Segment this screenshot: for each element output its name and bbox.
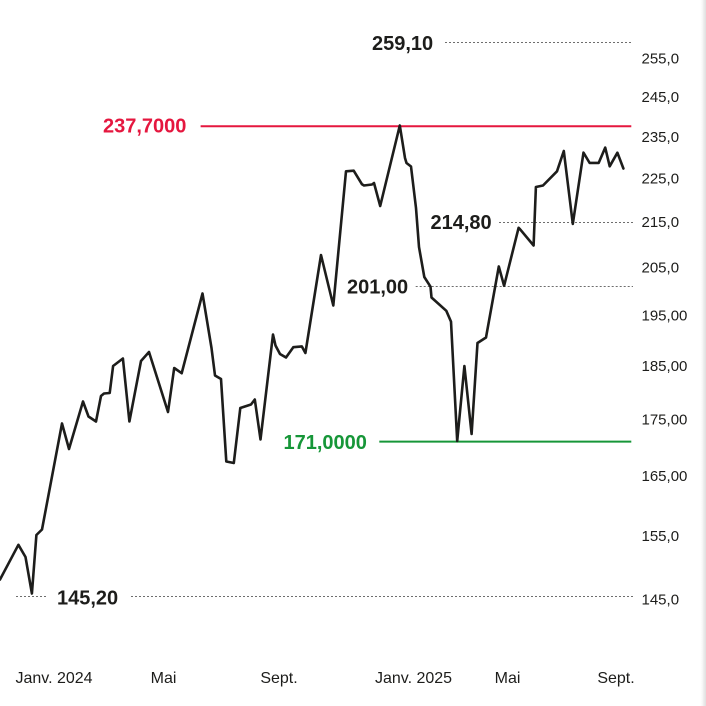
svg-text:205,0: 205,0 <box>642 260 680 277</box>
svg-text:Mai: Mai <box>151 670 177 687</box>
svg-text:145,20: 145,20 <box>57 588 118 610</box>
svg-text:Janv. 2024: Janv. 2024 <box>15 670 92 687</box>
svg-text:255,0: 255,0 <box>642 51 680 68</box>
svg-text:Janv. 2025: Janv. 2025 <box>375 670 452 687</box>
svg-text:175,00: 175,00 <box>642 411 688 428</box>
svg-text:155,0: 155,0 <box>642 528 680 545</box>
svg-text:215,0: 215,0 <box>642 214 680 231</box>
svg-text:Sept.: Sept. <box>260 670 297 687</box>
svg-text:185,00: 185,00 <box>642 358 688 375</box>
svg-text:Sept.: Sept. <box>597 670 634 687</box>
svg-text:145,0: 145,0 <box>642 592 680 609</box>
svg-text:195,00: 195,00 <box>642 308 688 325</box>
svg-text:225,0: 225,0 <box>642 170 680 187</box>
svg-text:245,0: 245,0 <box>642 89 680 106</box>
svg-text:259,10: 259,10 <box>372 33 433 55</box>
svg-text:235,0: 235,0 <box>642 129 680 146</box>
svg-text:214,80: 214,80 <box>431 212 492 234</box>
svg-text:201,00: 201,00 <box>347 276 408 298</box>
svg-text:171,0000: 171,0000 <box>284 432 367 454</box>
svg-text:165,00: 165,00 <box>642 468 688 485</box>
svg-text:237,7000: 237,7000 <box>103 115 186 137</box>
svg-text:Mai: Mai <box>495 670 521 687</box>
